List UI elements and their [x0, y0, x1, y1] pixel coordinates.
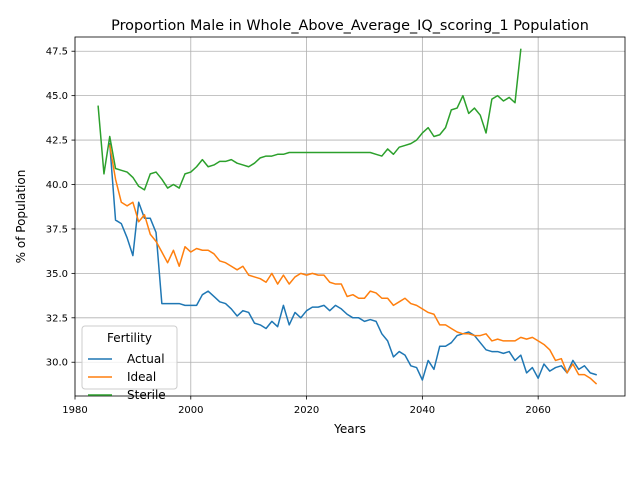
x-tick-label: 2000 [178, 405, 203, 416]
y-tick-label: 37.5 [46, 224, 68, 235]
y-axis-label: % of Population [14, 170, 28, 264]
legend-title: Fertility [107, 331, 152, 345]
y-tick-label: 40.0 [46, 180, 68, 191]
y-tick-label: 47.5 [46, 47, 68, 58]
x-tick-label: 2020 [294, 405, 319, 416]
legend-label: Ideal [127, 370, 156, 384]
x-tick-label: 2040 [410, 405, 435, 416]
y-tick-label: 32.5 [46, 313, 68, 324]
x-tick-label: 1980 [62, 405, 87, 416]
y-tick-label: 35.0 [46, 269, 68, 280]
legend-label: Sterile [127, 388, 166, 402]
legend-label: Actual [127, 352, 165, 366]
x-tick-label: 2060 [525, 405, 550, 416]
chart-title: Proportion Male in Whole_Above_Average_I… [111, 18, 589, 34]
y-tick-label: 30.0 [46, 358, 68, 369]
y-tick-label: 42.5 [46, 136, 68, 147]
y-tick-label: 45.0 [46, 91, 68, 102]
x-axis-label: Years [333, 422, 366, 436]
